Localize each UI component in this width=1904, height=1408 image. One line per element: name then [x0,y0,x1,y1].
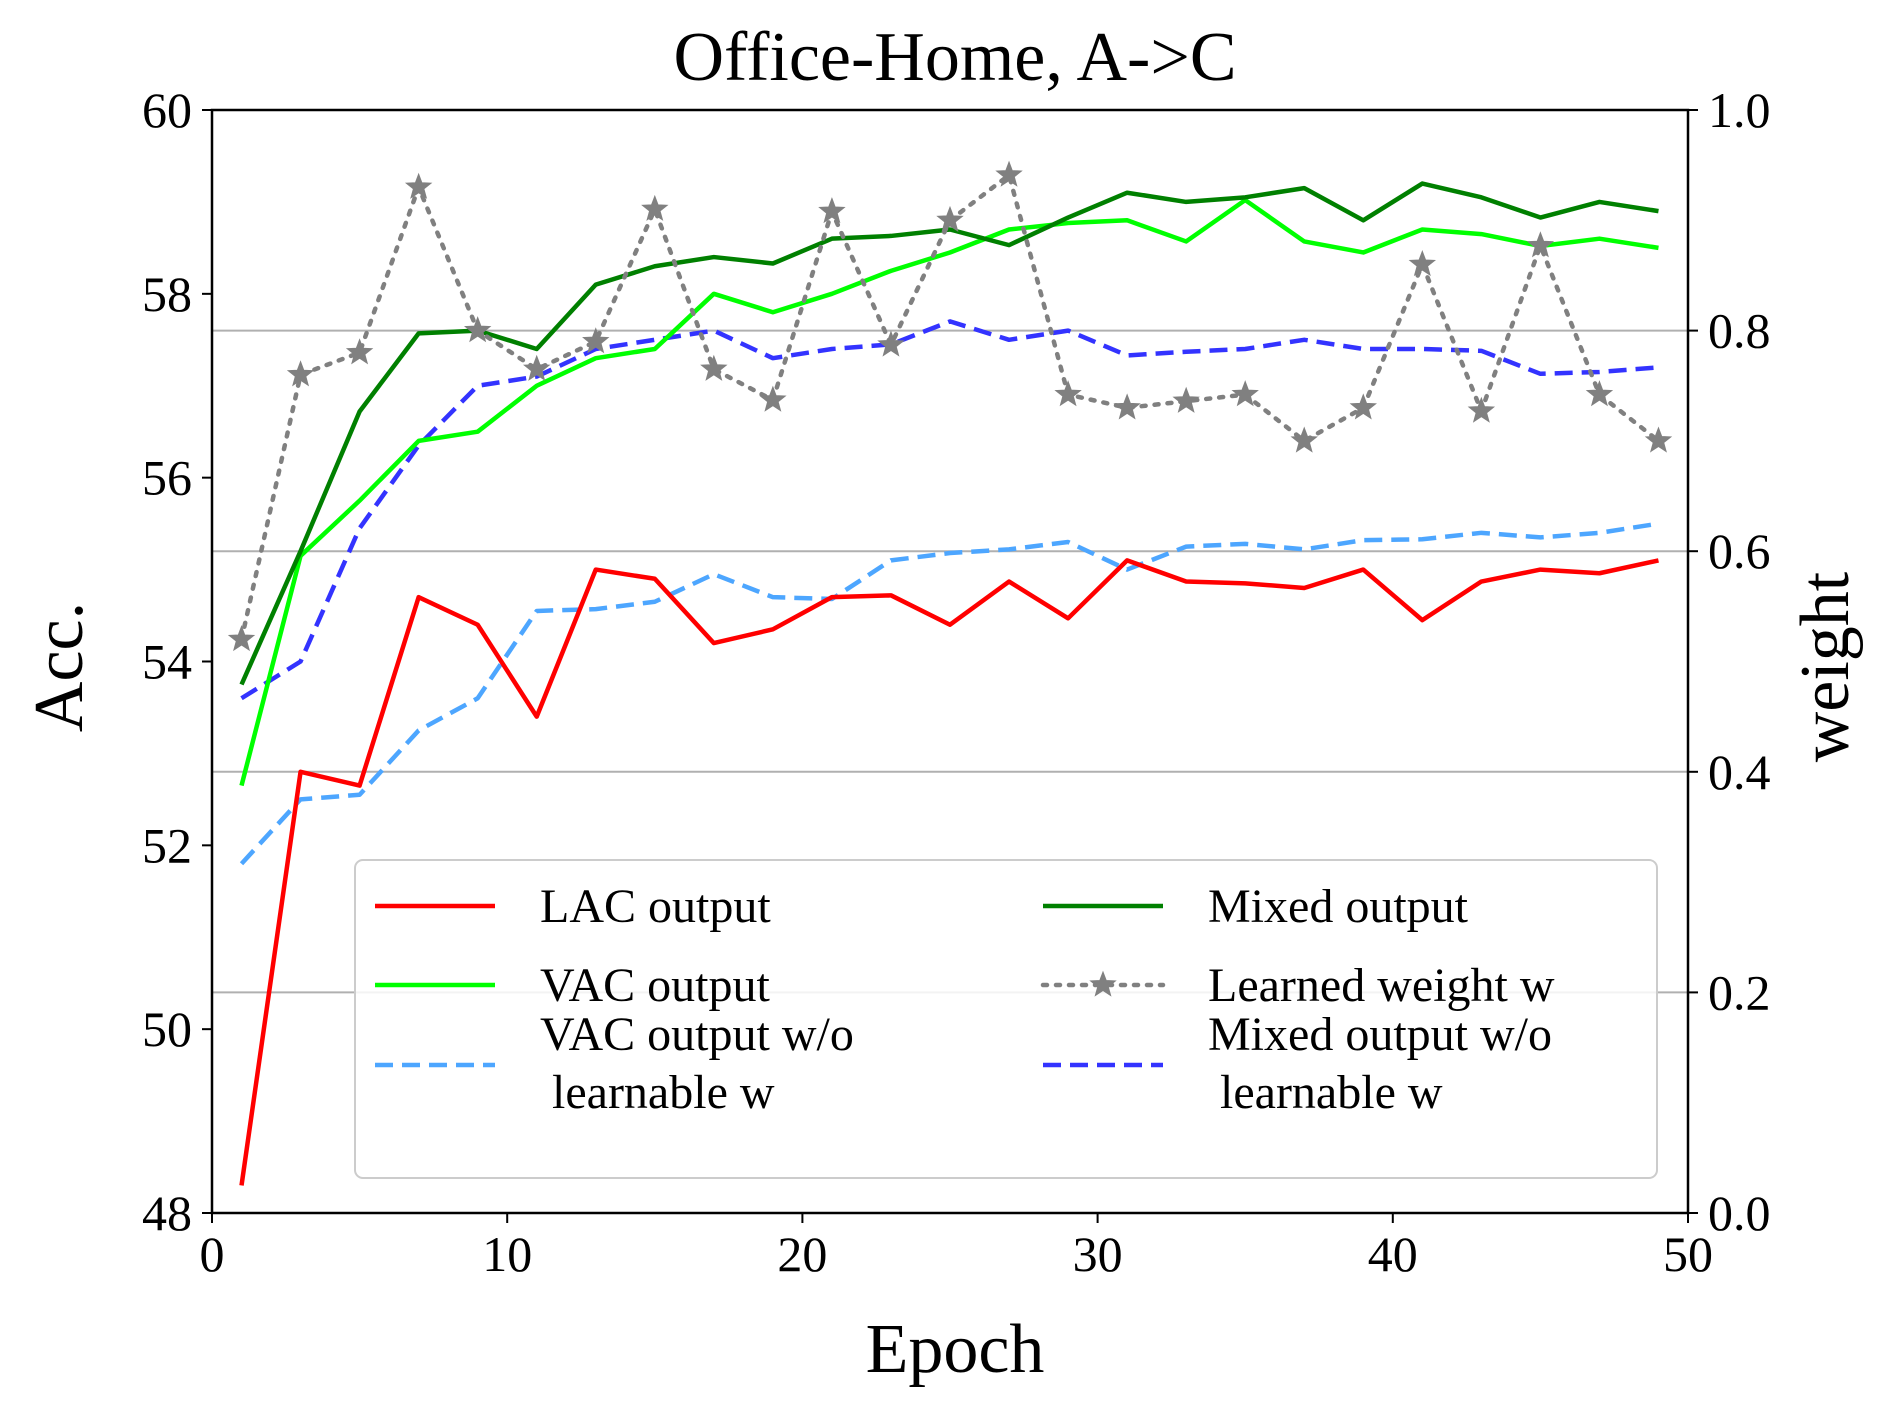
series-line-learned-weight-w [239,172,1661,642]
y2-tick-label: 1.0 [1708,82,1771,138]
legend-label-line: VAC output w/o [540,1008,854,1061]
weight-point-marker [1408,250,1437,277]
weight-point-marker [1526,231,1555,258]
legend-label-line: learnable w [1208,1066,1443,1119]
weight-point-marker [995,160,1023,187]
y-tick-label: 48 [142,1185,192,1241]
x-tick-label: 30 [1073,1226,1123,1282]
y-tick-label: 54 [142,634,192,690]
y2-tick-label: 0.8 [1708,303,1771,359]
x-tick-label: 40 [1368,1226,1418,1282]
legend-label-line: Learned weight w [1208,959,1555,1012]
legend-label: LAC output [540,880,771,933]
legend-label-line: Mixed output [1208,880,1469,933]
y2-tick-label: 0.6 [1708,523,1771,579]
series-line-vac-output-w-o [239,521,1659,866]
weight-point-marker [1644,426,1673,453]
x-tick-label: 50 [1663,1226,1713,1282]
weight-point-marker [463,316,492,343]
y-tick-label: 60 [142,82,192,138]
weight-point-marker [1585,380,1614,407]
weight-point-marker [1467,396,1496,423]
x-axis-label: Epoch [866,1311,1045,1388]
legend-label-line: Mixed output w/o [1208,1008,1552,1061]
axis-ticks: 0 10 20 30 40 50 48 50 52 54 56 58 60 0.0 0.2 0.4 0.6 0.8… [142,82,1771,1282]
weight-point-marker [1054,380,1082,407]
weight-point-marker [759,385,787,412]
legend-label: Learned weight w [1208,959,1555,1012]
legend-label: Mixed output [1208,880,1469,933]
weight-point-marker [582,327,610,354]
y-tick-label: 58 [142,266,192,322]
legend-label-line: LAC output [540,880,771,933]
y2-tick-label: 0.2 [1708,964,1771,1020]
series-line-mixed-output-w-o [240,319,1659,701]
x-tick-label: 0 [200,1226,225,1282]
weight-point-marker [700,354,728,381]
weight-point-marker [1172,386,1200,413]
y-tick-label: 52 [142,817,192,873]
chart-title: Office-Home, A->C [673,19,1236,96]
weight-point-marker [404,172,433,199]
legend-label: VAC output w/o learnable w [540,1008,854,1119]
weight-point-marker [1231,380,1259,407]
weight-point-marker [936,205,964,232]
weight-point-marker [818,197,846,224]
legend-label-line: VAC output [540,959,770,1012]
y2-tick-label: 0.0 [1708,1185,1771,1241]
series-line-lac-output [239,558,1659,1186]
legend-label: VAC output [540,959,770,1012]
weight-point-marker [523,354,551,381]
y-tick-label: 50 [142,1001,192,1057]
plot-series [227,160,1673,1186]
weight-point-marker [345,338,374,365]
weight-point-marker [1113,393,1141,420]
legend-label: Mixed output w/o learnable w [1208,1008,1552,1119]
x-tick-label: 20 [777,1226,827,1282]
x-tick-label: 10 [482,1226,532,1282]
series-line-vac-output [239,197,1659,787]
weight-point-marker [877,330,905,357]
weight-point-marker [641,194,669,221]
legend-label-line: learnable w [540,1066,775,1119]
weight-point-marker [286,360,315,387]
weight-point-marker [1349,393,1377,420]
y-axis-label: Acc. [21,602,98,732]
weight-point-marker [1290,426,1318,453]
y2-axis-label: weight [1787,571,1864,762]
legend-box [354,859,1658,1179]
y2-tick-label: 0.4 [1708,744,1771,800]
y-tick-label: 56 [142,450,192,506]
weight-point-marker [227,625,256,652]
legend-star-marker [1089,970,1117,997]
